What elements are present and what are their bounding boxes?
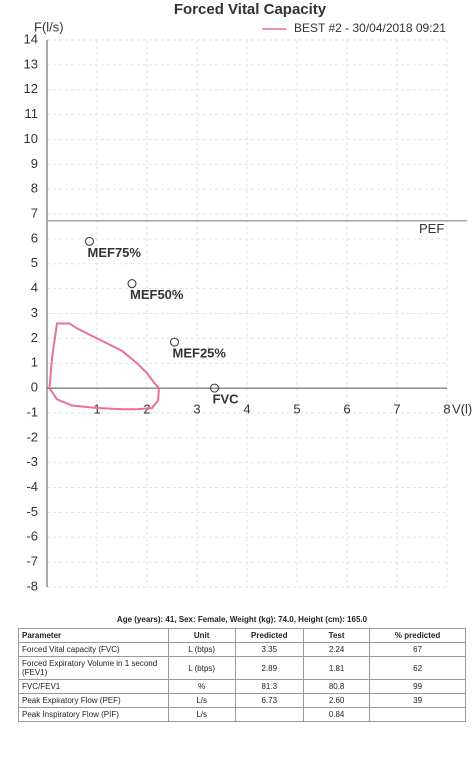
table-cell: Peak Expiratory Flow (PEF) [18,693,169,708]
table-cell: Test [303,628,371,643]
table-row: Peak Inspiratory Flow (PIF) L/s 0.84 [18,707,466,722]
table-cell: L (btps) [167,656,236,680]
y-tick-label: 11 [25,106,39,121]
table-cell: L/s [167,693,236,708]
y-tick-label: 0 [31,380,38,395]
predicted-point [210,383,219,393]
table-cell: 2.24 [303,642,371,657]
table-cell [369,707,466,722]
y-tick-label: -1 [26,404,38,419]
table-row: FVC/FEV1% 81.3 80.8 99 [18,679,466,694]
table-cell: Forced Vital capacity (FVC) [18,642,169,657]
table-cell: 99 [369,679,466,694]
x-tick-label: 8 [443,402,450,417]
table-cell: 6.73 [234,693,305,708]
table-row: Age (years): 41, Sex: Female, Weight (kg… [19,611,466,629]
chart-title: Forced Vital Capacity [174,1,327,18]
table-cell: Predicted [234,628,305,643]
chart: Forced Vital Capacity F(l/s) -8 -7 -6 -5 -4 -… [24,1,473,593]
table-cell: Parameter [18,628,169,643]
legend-label: BEST #2 - 30/04/2018 09:21 [294,21,446,35]
predicted-label: MEF50% [130,287,184,302]
x-tick-label: 6 [343,402,350,417]
y-tick-label: 10 [24,131,38,146]
table-cell: 81.3 [234,679,305,694]
table-cell: 0.84 [303,707,371,722]
y-tick-label: -2 [26,429,38,444]
y-tick-label: 12 [24,81,38,96]
table-cell: 67 [369,642,466,657]
y-tick-label: -6 [26,529,38,544]
table-cell: Age (years): 41, Sex: Female, Weight (kg… [116,615,368,624]
table-cell: 2.60 [303,693,371,708]
table-cell: 1.81 [303,656,371,680]
y-tick-label: -7 [26,554,38,569]
y-tick-label: 8 [31,181,38,196]
predicted-label: FVC [213,392,240,407]
table-cell [234,707,305,722]
table-cell: FVC/FEV1 [18,679,169,694]
table-cell: 3.35 [234,642,305,657]
table-cell: Unit [167,628,236,643]
y-tick-label: -8 [26,578,38,593]
x-tick-label: 3 [193,402,200,417]
y-tick-label: -3 [26,454,38,469]
predicted-point [170,337,179,347]
table-cell: 80.8 [303,679,371,694]
x-tick-label: 7 [393,402,400,417]
y-tick-label: 13 [24,56,38,71]
y-tick-label: 5 [31,255,38,270]
table-cell: 62 [369,656,466,680]
flow-volume-loop [48,322,161,411]
y-tick-label: 14 [24,31,38,46]
y-tick-label: 3 [31,305,38,320]
x-tick-label: 1 [93,402,100,417]
results-table: Age (years): 41, Sex: Female, Weight (kg… [18,611,466,722]
table-row: Peak Expiratory Flow (PEF) L/s 6.73 2.60 39 [18,693,466,708]
table-row: Parameter Unit Predicted Test% predicted [18,628,466,643]
y-axis-label: F(l/s) [34,19,64,34]
reference-label: PEF [419,221,444,236]
predicted-point [85,236,94,246]
table-cell: L/s [167,707,236,722]
table-cell: % [167,679,236,694]
table-cell: 39 [369,693,466,708]
y-tick-label: 4 [31,280,38,295]
table-cell: % predicted [369,628,466,643]
predicted-label: MEF75% [88,245,142,260]
y-tick-label: 2 [31,330,38,345]
table-row: Forced Vital capacity (FVC) L (btps) 3.35 2… [18,642,466,657]
table-cell: L (btps) [167,642,236,657]
table-cell: Peak Inspiratory Flow (PIF) [18,707,169,722]
y-tick-label: 6 [31,230,38,245]
y-tick-label: 1 [31,355,38,370]
predicted-label: MEF25% [173,346,227,361]
y-tick-label: -4 [26,479,38,494]
x-tick-label: 4 [243,402,250,417]
table-cell: 2.89 [234,656,305,680]
table-cell: Forced Expiratory Volume in 1 second (FE… [18,656,169,680]
table-row: Forced Expiratory Volume in 1 second (FE… [18,656,466,680]
x-axis-label: V(l) [452,402,472,417]
y-tick-label: 9 [31,156,38,171]
x-tick-label: 5 [293,402,300,417]
predicted-point [127,279,137,289]
y-tick-label: -5 [26,504,38,519]
y-tick-label: 7 [31,205,38,220]
